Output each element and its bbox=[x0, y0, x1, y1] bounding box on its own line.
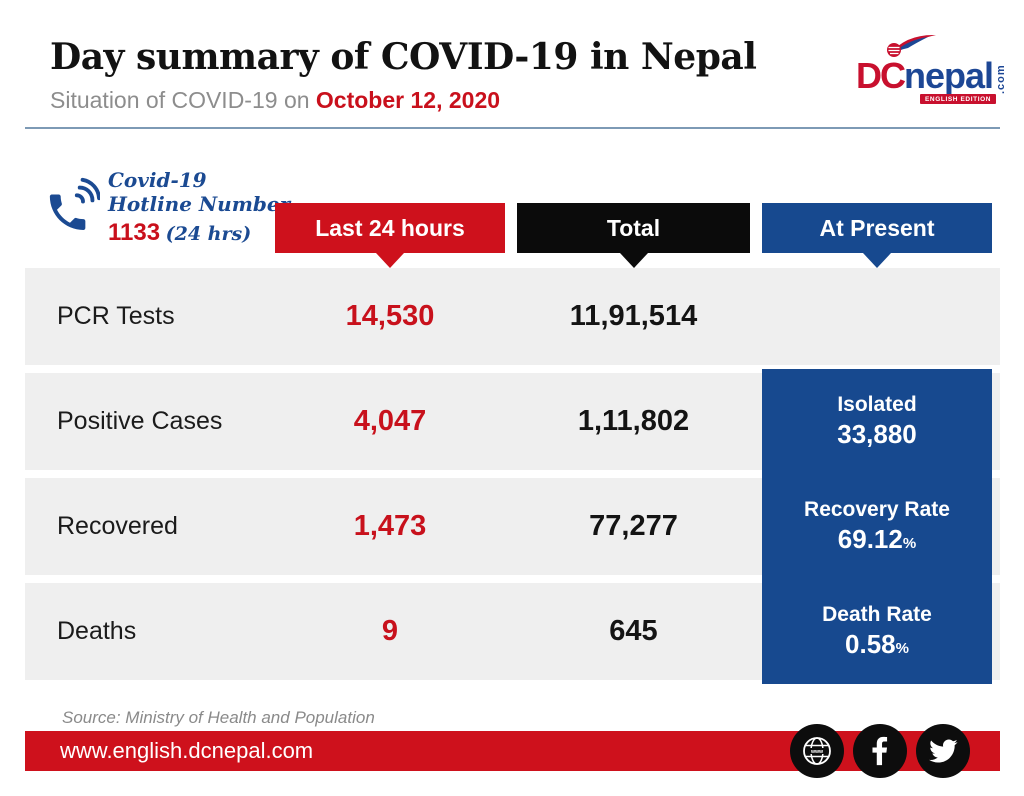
social-icons: www bbox=[790, 724, 970, 778]
report-date: October 12, 2020 bbox=[315, 87, 501, 113]
total-value: 11,91,514 bbox=[569, 300, 698, 332]
last24-value: 9 bbox=[381, 615, 399, 647]
present-value: 69.12% bbox=[837, 524, 917, 555]
website-globe-icon[interactable]: www bbox=[790, 724, 844, 778]
present-label: Recovery Rate bbox=[804, 497, 950, 521]
present-value: 0.58% bbox=[845, 629, 909, 660]
present-value: 33,880 bbox=[837, 419, 917, 450]
page-title: Day summary of COVID-19 in Nepal bbox=[50, 36, 757, 78]
hotline-number: 1133 bbox=[108, 218, 161, 246]
at-present-box-isolated: Isolated 33,880 bbox=[762, 369, 992, 474]
total-value: 645 bbox=[609, 615, 658, 647]
table-row-pcr-tests: PCR Tests 14,530 11,91,514 bbox=[25, 268, 1000, 365]
at-present-box-recovery-rate: Recovery Rate 69.12% bbox=[762, 474, 992, 579]
total-value: 1,11,802 bbox=[577, 405, 690, 437]
phone-icon bbox=[49, 177, 100, 230]
last24-value: 4,047 bbox=[353, 405, 427, 437]
total-value: 77,277 bbox=[589, 510, 678, 542]
footer-bar: www.english.dcnepal.com www bbox=[25, 724, 1000, 778]
logo-com-text: .com bbox=[995, 64, 1008, 94]
at-present-box-death-rate: Death Rate 0.58% bbox=[762, 579, 992, 684]
present-label: Isolated bbox=[837, 392, 917, 416]
hotline-label-line1: Covid-19 bbox=[108, 168, 207, 192]
table-row-deaths: Deaths 9 645 Death Rate 0.58% bbox=[25, 579, 1000, 684]
row-label: Recovered bbox=[57, 512, 178, 540]
subtitle: Situation of COVID-19 on October 12, 202… bbox=[50, 87, 500, 114]
dcnepal-logo: DC nepal .com ENGLISH EDITION bbox=[856, 30, 1012, 122]
subtitle-prefix: Situation of COVID-19 on bbox=[50, 87, 316, 113]
row-label: PCR Tests bbox=[57, 302, 175, 330]
site-url[interactable]: www.english.dcnepal.com bbox=[60, 738, 314, 763]
column-header-last-24-hours: Last 24 hours bbox=[275, 203, 505, 268]
hotline-label-line2: Hotline Number bbox=[108, 192, 291, 217]
percent-unit: % bbox=[902, 535, 917, 553]
summary-table: PCR Tests 14,530 11,91,514 Positive Case… bbox=[25, 268, 1000, 688]
logo-dc-text: DC bbox=[856, 55, 906, 96]
last24-value: 14,530 bbox=[345, 300, 435, 332]
logo-nepal-text: nepal bbox=[904, 55, 994, 96]
table-row-positive-cases: Positive Cases 4,047 1,11,802 Isolated 3… bbox=[25, 369, 1000, 474]
logo-edition-badge: ENGLISH EDITION bbox=[920, 94, 997, 104]
table-row-recovered: Recovered 1,473 77,277 Recovery Rate 69.… bbox=[25, 474, 1000, 579]
last24-value: 1,473 bbox=[353, 510, 427, 542]
present-label: Death Rate bbox=[822, 602, 932, 626]
svg-text:www: www bbox=[810, 749, 824, 755]
header-divider bbox=[25, 127, 1000, 129]
hotline-hours: (24 hrs) bbox=[165, 222, 252, 245]
column-header-total: Total bbox=[517, 203, 750, 268]
facebook-icon[interactable] bbox=[853, 724, 907, 778]
column-header-at-present: At Present bbox=[762, 203, 992, 268]
row-label: Deaths bbox=[57, 617, 137, 645]
flame-icon bbox=[887, 34, 936, 57]
row-label: Positive Cases bbox=[57, 407, 223, 435]
source-note: Source: Ministry of Health and Populatio… bbox=[62, 708, 375, 727]
percent-unit: % bbox=[895, 640, 909, 658]
twitter-icon[interactable] bbox=[916, 724, 970, 778]
hotline-block: Covid-19 Hotline Number 1133 (24 hrs) bbox=[42, 168, 302, 248]
